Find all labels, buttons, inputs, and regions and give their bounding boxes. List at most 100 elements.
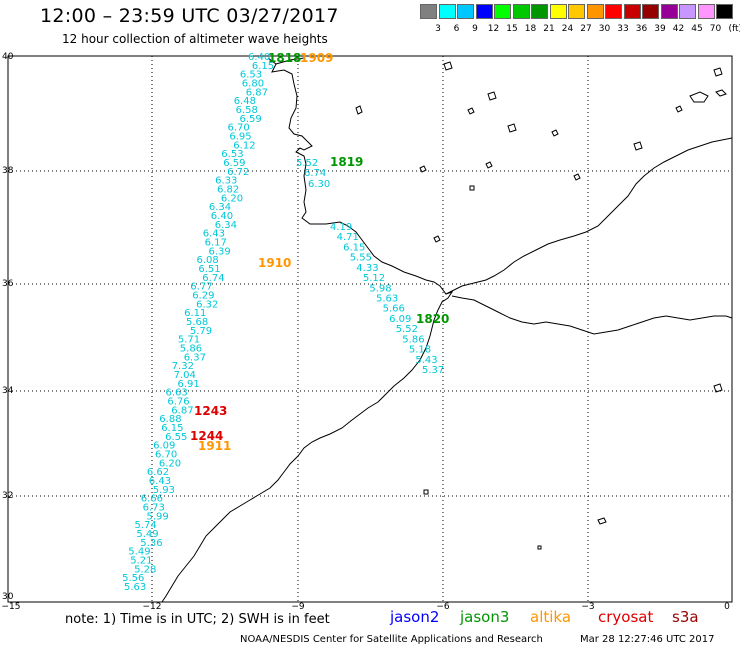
swh-value-west: 6.09 xyxy=(153,441,175,452)
legend-swatch xyxy=(568,4,585,19)
swh-value-west: 6.76 xyxy=(167,397,189,408)
island-small-7 xyxy=(355,105,363,115)
lon-tick: −6 xyxy=(436,602,450,612)
swh-value-southeast: 5.98 xyxy=(369,283,391,294)
sat-label-jason3: jason3 xyxy=(460,608,510,626)
sat-label-s3a: s3a xyxy=(672,608,699,626)
legend-swatch xyxy=(531,4,548,19)
island-small-11 xyxy=(467,107,475,115)
island-mallorca xyxy=(689,91,709,103)
swh-value-west: 5.68 xyxy=(186,317,208,328)
island-small-2 xyxy=(537,545,542,550)
legend-swatch xyxy=(457,4,474,19)
swh-value-west: 6.40 xyxy=(248,52,270,63)
swh-value-west: 5.56 xyxy=(122,573,144,584)
island-alboran xyxy=(469,185,475,191)
coast-north-africa xyxy=(451,295,733,335)
swh-value-southeast: 4.71 xyxy=(337,232,359,243)
pass-time-label: 1909 xyxy=(300,51,333,65)
island-small-3 xyxy=(713,383,723,393)
swh-value-west: 6.73 xyxy=(143,503,165,514)
island-madeira-side xyxy=(597,517,607,525)
legend-swatch xyxy=(494,4,511,19)
legend-swatch xyxy=(660,4,678,19)
legend-swatch xyxy=(438,4,456,19)
swh-value-southeast: 5.18 xyxy=(409,345,431,356)
legend-label: 70 xyxy=(709,24,722,34)
swh-value-west: 6.87 xyxy=(171,405,193,416)
legend-swatch xyxy=(642,4,659,19)
coast-spain-mediterranean xyxy=(445,137,733,295)
swh-value-west: 6.51 xyxy=(198,264,220,275)
lon-tick: −3 xyxy=(581,602,595,612)
legend-swatch xyxy=(549,4,567,19)
swh-value-west: 6.87 xyxy=(246,87,268,98)
pass-time-label: 1243 xyxy=(194,404,227,418)
island-ibiza xyxy=(675,105,683,113)
swh-value-west: 6.77 xyxy=(190,282,212,293)
swh-value-west: 6.32 xyxy=(196,299,218,310)
swh-value-west: 7.04 xyxy=(174,370,196,381)
swh-value-west: 6.63 xyxy=(166,388,188,399)
swh-value-west: 6.15 xyxy=(161,423,183,434)
legend-label: 33 xyxy=(617,24,629,34)
legend-swatch xyxy=(586,4,604,19)
island-small-8 xyxy=(507,123,517,133)
sat-label-altika: altika xyxy=(530,608,572,626)
swh-value-west: 6.17 xyxy=(205,238,227,249)
island-small-1 xyxy=(423,489,429,495)
swh-value-west: 5.71 xyxy=(178,335,200,346)
swh-value-west: 5.36 xyxy=(140,538,162,549)
credit-text: NOAA/NESDIS Center for Satellite Applica… xyxy=(240,634,543,645)
legend-swatch xyxy=(420,4,437,19)
legend-swatch xyxy=(605,4,622,19)
pass-time-label: 1911 xyxy=(198,439,231,453)
legend-label: 15 xyxy=(506,24,518,34)
map-frame xyxy=(7,55,733,603)
legend-unit: (ft) xyxy=(728,24,740,34)
swh-value-west: 5.99 xyxy=(147,511,169,522)
swh-value-west: 5.49 xyxy=(136,529,158,540)
swh-value-west: 6.55 xyxy=(165,432,187,443)
legend-label: 12 xyxy=(487,24,500,34)
island-small-10 xyxy=(551,129,559,137)
legend-label: 3 xyxy=(435,24,441,34)
legend-label: 42 xyxy=(672,24,685,34)
legend-label: 36 xyxy=(635,24,648,34)
swh-value-west: 6.70 xyxy=(155,450,177,461)
island-menorca xyxy=(715,89,727,97)
swh-value-west: 6.29 xyxy=(192,291,214,302)
swh-value-west: 7.32 xyxy=(172,361,194,372)
swh-value-west: 6.70 xyxy=(228,123,250,134)
swh-value-southeast: 5.43 xyxy=(415,355,437,366)
swh-value-west: 6.40 xyxy=(211,211,233,222)
lon-tick: −9 xyxy=(291,602,305,612)
legend-label: 6 xyxy=(453,24,460,34)
legend-label: 24 xyxy=(561,24,574,34)
lat-tick: 34 xyxy=(2,386,14,396)
legend-label: 18 xyxy=(524,24,537,34)
legend-label: 21 xyxy=(543,24,555,34)
island-small-5 xyxy=(443,61,453,71)
swh-value-southeast: 5.66 xyxy=(383,304,405,315)
sat-label-cryosat: cryosat xyxy=(598,608,654,626)
lon-tick: −12 xyxy=(142,602,162,612)
swh-value-west: 6.12 xyxy=(233,140,255,151)
swh-value-west: 5.86 xyxy=(180,344,202,355)
swh-value-west: 6.37 xyxy=(184,352,206,363)
swh-value-west: 6.08 xyxy=(197,255,219,266)
swh-value-west: 5.79 xyxy=(190,326,212,337)
swh-value-west: 6.20 xyxy=(221,193,243,204)
swh-value-west: 6.11 xyxy=(184,308,206,319)
island-small-6 xyxy=(573,173,581,181)
swh-value-west: 5.28 xyxy=(134,564,156,575)
legend-label: 30 xyxy=(598,24,611,34)
legend-swatch xyxy=(475,4,493,19)
page-title: 12:00 – 23:59 UTC 03/27/2017 xyxy=(40,5,339,27)
swh-value-west: 6.72 xyxy=(227,167,249,178)
pass-time-label: 1818 xyxy=(268,51,301,65)
coast-iberia-north xyxy=(275,57,305,65)
lon-tick: −15 xyxy=(1,602,21,612)
swh-value-west: 6.39 xyxy=(209,246,231,257)
